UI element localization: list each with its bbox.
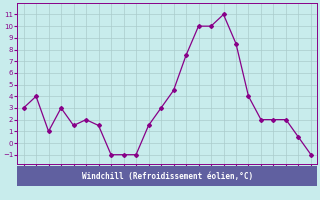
Text: Windchill (Refroidissement éolien,°C): Windchill (Refroidissement éolien,°C) <box>82 172 253 181</box>
